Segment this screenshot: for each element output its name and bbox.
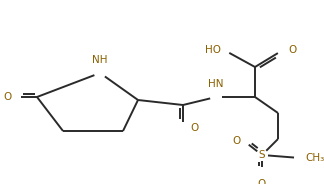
Text: HO: HO (205, 45, 221, 55)
Text: O: O (233, 136, 241, 146)
Text: O: O (288, 45, 296, 55)
Text: O: O (4, 92, 12, 102)
Text: S: S (259, 150, 265, 160)
Text: NH: NH (92, 55, 108, 65)
Text: HN: HN (208, 79, 224, 89)
Text: O: O (258, 179, 266, 184)
Text: O: O (190, 123, 198, 133)
Text: CH₃: CH₃ (305, 153, 324, 163)
